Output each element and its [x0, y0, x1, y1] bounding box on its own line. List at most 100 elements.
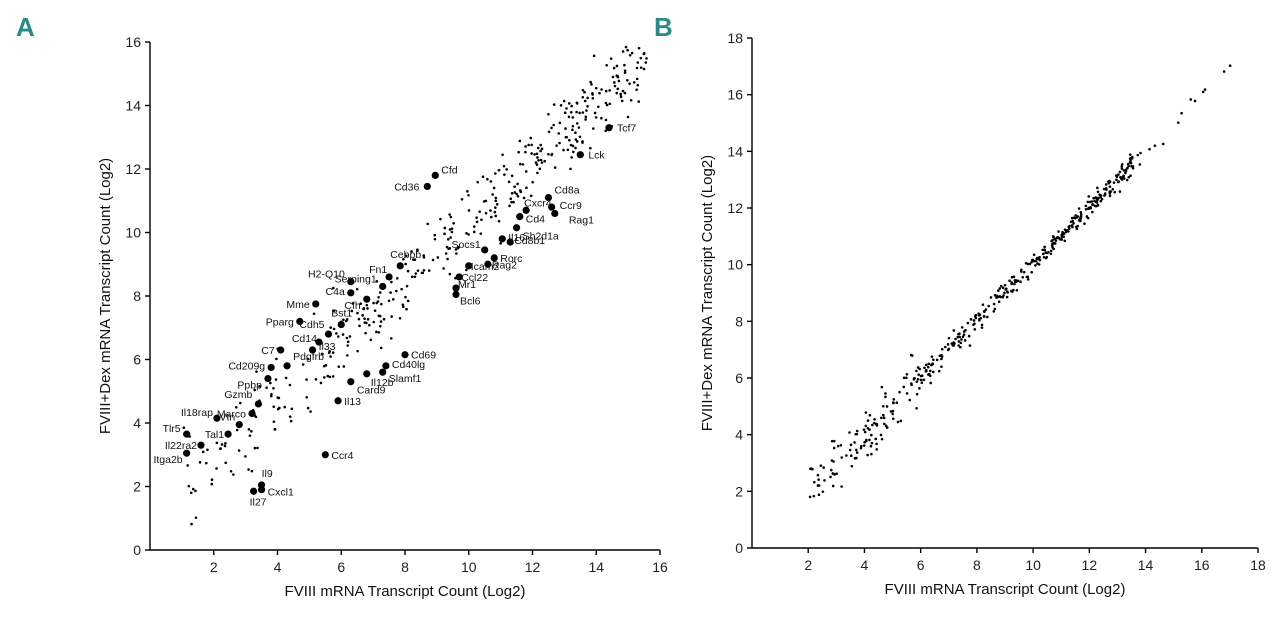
data-point [584, 118, 587, 121]
data-point [605, 63, 608, 67]
data-point [1108, 194, 1112, 198]
highlight-point-tlr5 [183, 430, 191, 438]
data-point [920, 381, 924, 384]
data-point [864, 411, 868, 414]
data-point [916, 377, 920, 381]
data-point [525, 186, 528, 190]
data-point [566, 148, 570, 152]
data-point [993, 307, 997, 311]
data-point [615, 91, 619, 95]
highlight-point-il33 [308, 346, 317, 354]
gene-label-il22ra2: Il22ra2 [165, 440, 197, 452]
data-point [940, 355, 944, 358]
data-point [570, 156, 573, 159]
data-point [1091, 210, 1094, 214]
gene-label-cebpb: Cebpb [390, 249, 421, 261]
x-tick-label: 8 [973, 557, 981, 573]
data-point [309, 410, 312, 413]
data-point [277, 396, 281, 400]
data-point [356, 349, 359, 353]
data-point [331, 375, 335, 378]
data-point [377, 314, 381, 318]
gene-label-icam2: Icam2 [471, 261, 500, 273]
gene-label-socs1: Socs1 [452, 239, 481, 251]
data-point [539, 158, 543, 162]
data-point [581, 141, 584, 144]
data-point [492, 186, 496, 190]
data-point [288, 415, 292, 418]
data-point [986, 315, 989, 319]
y-tick-label: 6 [133, 352, 141, 368]
x-tick-label: 4 [861, 557, 869, 573]
data-point [513, 191, 517, 194]
gene-label-ccl22: Ccl22 [461, 272, 488, 284]
gene-label-ccr9: Ccr9 [560, 200, 582, 212]
data-point [1049, 252, 1053, 256]
data-point [937, 369, 941, 373]
data-point [467, 233, 470, 236]
data-point [356, 311, 359, 315]
data-point [1118, 170, 1122, 174]
data-point [547, 113, 550, 116]
data-point [940, 357, 943, 361]
data-point [623, 63, 626, 67]
gene-label-fn1: Fn1 [369, 264, 387, 276]
data-point [382, 317, 386, 321]
data-point [1001, 295, 1005, 299]
data-point [915, 406, 918, 410]
data-point [345, 318, 349, 321]
data-point [1015, 288, 1019, 292]
data-point [250, 469, 254, 473]
data-point [1104, 183, 1108, 186]
data-point [604, 118, 608, 122]
data-point [558, 121, 562, 125]
data-point [832, 446, 836, 450]
data-point [219, 447, 222, 451]
x-tick-label: 18 [1250, 557, 1266, 573]
data-point [958, 335, 961, 339]
data-point [967, 334, 971, 338]
data-point [817, 484, 821, 487]
data-point [1004, 288, 1008, 291]
data-point [839, 443, 843, 447]
data-point [946, 343, 950, 346]
data-point [569, 143, 573, 147]
data-point [210, 478, 214, 482]
data-point [494, 196, 498, 200]
highlight-point-il27 [249, 487, 258, 495]
data-point [557, 132, 561, 135]
gene-label-cd69: Cd69 [411, 350, 436, 362]
data-point [1044, 256, 1048, 260]
data-point [952, 341, 955, 344]
x-tick-label: 14 [588, 559, 604, 575]
y-tick-label: 4 [735, 427, 743, 443]
data-point [644, 61, 648, 64]
data-point [465, 268, 468, 272]
data-point [258, 384, 261, 388]
data-point [923, 366, 926, 370]
data-point [1092, 196, 1095, 200]
data-point [1108, 185, 1112, 188]
data-point [467, 193, 470, 197]
gene-label-tal1: Tal1 [205, 429, 224, 441]
gene-label-mme: Mme [286, 299, 309, 311]
data-point [1095, 197, 1098, 200]
data-point [637, 100, 641, 103]
data-point [516, 194, 520, 198]
data-point [822, 466, 825, 469]
data-point [529, 136, 532, 140]
data-point [966, 321, 970, 325]
data-point [1148, 147, 1151, 151]
data-point [930, 355, 934, 358]
data-point [1193, 99, 1197, 103]
data-point [929, 381, 933, 385]
data-point [536, 171, 539, 175]
data-point [915, 369, 918, 373]
y-tick-label: 8 [735, 313, 743, 329]
data-point [497, 168, 501, 172]
data-point [565, 135, 568, 139]
highlight-point-icam2 [465, 262, 473, 270]
data-point [476, 180, 480, 184]
data-point [989, 296, 993, 299]
y-axis-title: FVIII+Dex mRNA Transcript Count (Log2) [699, 155, 716, 431]
